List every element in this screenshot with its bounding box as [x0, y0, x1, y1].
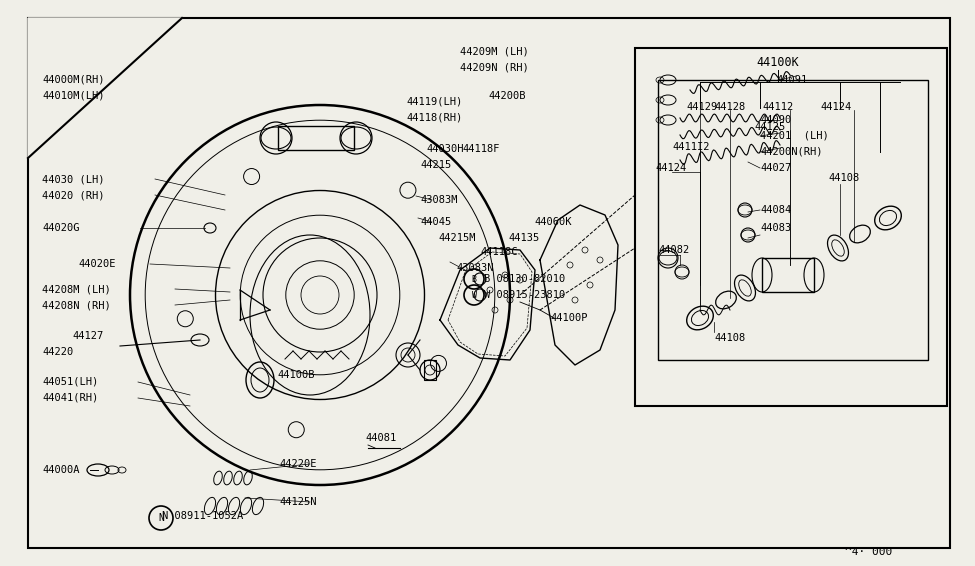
- Text: ^4· 000: ^4· 000: [845, 547, 892, 557]
- Text: 44118F: 44118F: [462, 144, 499, 154]
- Text: 44091: 44091: [776, 75, 807, 85]
- Text: 44108: 44108: [828, 173, 859, 183]
- Text: 44100P: 44100P: [550, 313, 588, 323]
- Text: B 08130-82010: B 08130-82010: [484, 274, 566, 284]
- Text: N 08911-1052A: N 08911-1052A: [162, 511, 243, 521]
- Text: 44010M(LH): 44010M(LH): [42, 91, 104, 101]
- Text: 44083: 44083: [760, 223, 792, 233]
- Text: 44030H: 44030H: [426, 144, 463, 154]
- Text: 44209N (RH): 44209N (RH): [460, 63, 528, 73]
- Text: 44125N: 44125N: [279, 497, 317, 507]
- Polygon shape: [28, 18, 182, 158]
- Text: 44200B: 44200B: [488, 91, 526, 101]
- Text: 43083N: 43083N: [456, 263, 493, 273]
- Bar: [424, 360, 436, 380]
- Text: 44030 (LH): 44030 (LH): [42, 174, 104, 184]
- Text: B: B: [472, 275, 477, 284]
- Text: 44215M: 44215M: [438, 233, 476, 243]
- Text: 44041(RH): 44041(RH): [42, 393, 98, 403]
- Bar: [762, 258, 814, 292]
- Text: 44020G: 44020G: [42, 223, 80, 233]
- Text: 43083M: 43083M: [420, 195, 457, 205]
- Text: 44208N (RH): 44208N (RH): [42, 300, 111, 310]
- Text: 44020 (RH): 44020 (RH): [42, 190, 104, 200]
- Text: 44220: 44220: [42, 347, 73, 357]
- Text: 4411I2: 4411I2: [672, 142, 710, 152]
- Text: 44027: 44027: [760, 163, 792, 173]
- Text: W: W: [472, 290, 477, 299]
- Text: 44084: 44084: [760, 205, 792, 215]
- Text: 44124: 44124: [820, 102, 851, 112]
- Text: 44060K: 44060K: [534, 217, 571, 227]
- Text: 44112: 44112: [762, 102, 794, 112]
- Text: 44125: 44125: [754, 122, 785, 132]
- Bar: [278, 126, 354, 150]
- Text: 44000A: 44000A: [42, 465, 80, 475]
- Text: 44135: 44135: [508, 233, 539, 243]
- Text: 44118C: 44118C: [480, 247, 518, 257]
- Text: 44201  (LH): 44201 (LH): [760, 131, 829, 141]
- Text: 44081: 44081: [365, 433, 396, 443]
- Text: 44119(LH): 44119(LH): [406, 97, 462, 107]
- Text: 44124: 44124: [655, 163, 686, 173]
- Text: W 08915-23810: W 08915-23810: [484, 290, 566, 300]
- Bar: [658, 80, 928, 360]
- Bar: [635, 48, 947, 406]
- Text: 44090: 44090: [760, 115, 792, 125]
- Text: 44045: 44045: [420, 217, 451, 227]
- Text: 44100K: 44100K: [757, 55, 800, 68]
- Text: 44127: 44127: [72, 331, 103, 341]
- Text: 44051(LH): 44051(LH): [42, 377, 98, 387]
- Text: 44220E: 44220E: [279, 459, 317, 469]
- Text: 44020E: 44020E: [78, 259, 115, 269]
- Text: 44129: 44129: [686, 102, 718, 112]
- Text: 44200N(RH): 44200N(RH): [760, 147, 823, 157]
- Text: N: N: [158, 513, 164, 523]
- Text: 44128: 44128: [714, 102, 745, 112]
- Text: 44082: 44082: [658, 245, 689, 255]
- Text: 44100B: 44100B: [277, 370, 315, 380]
- Text: 44118(RH): 44118(RH): [406, 113, 462, 123]
- Text: 44215: 44215: [420, 160, 451, 170]
- Text: 44108: 44108: [714, 333, 745, 343]
- Text: 44209M (LH): 44209M (LH): [460, 47, 528, 57]
- Text: 44000M(RH): 44000M(RH): [42, 75, 104, 85]
- Text: 44208M (LH): 44208M (LH): [42, 284, 111, 294]
